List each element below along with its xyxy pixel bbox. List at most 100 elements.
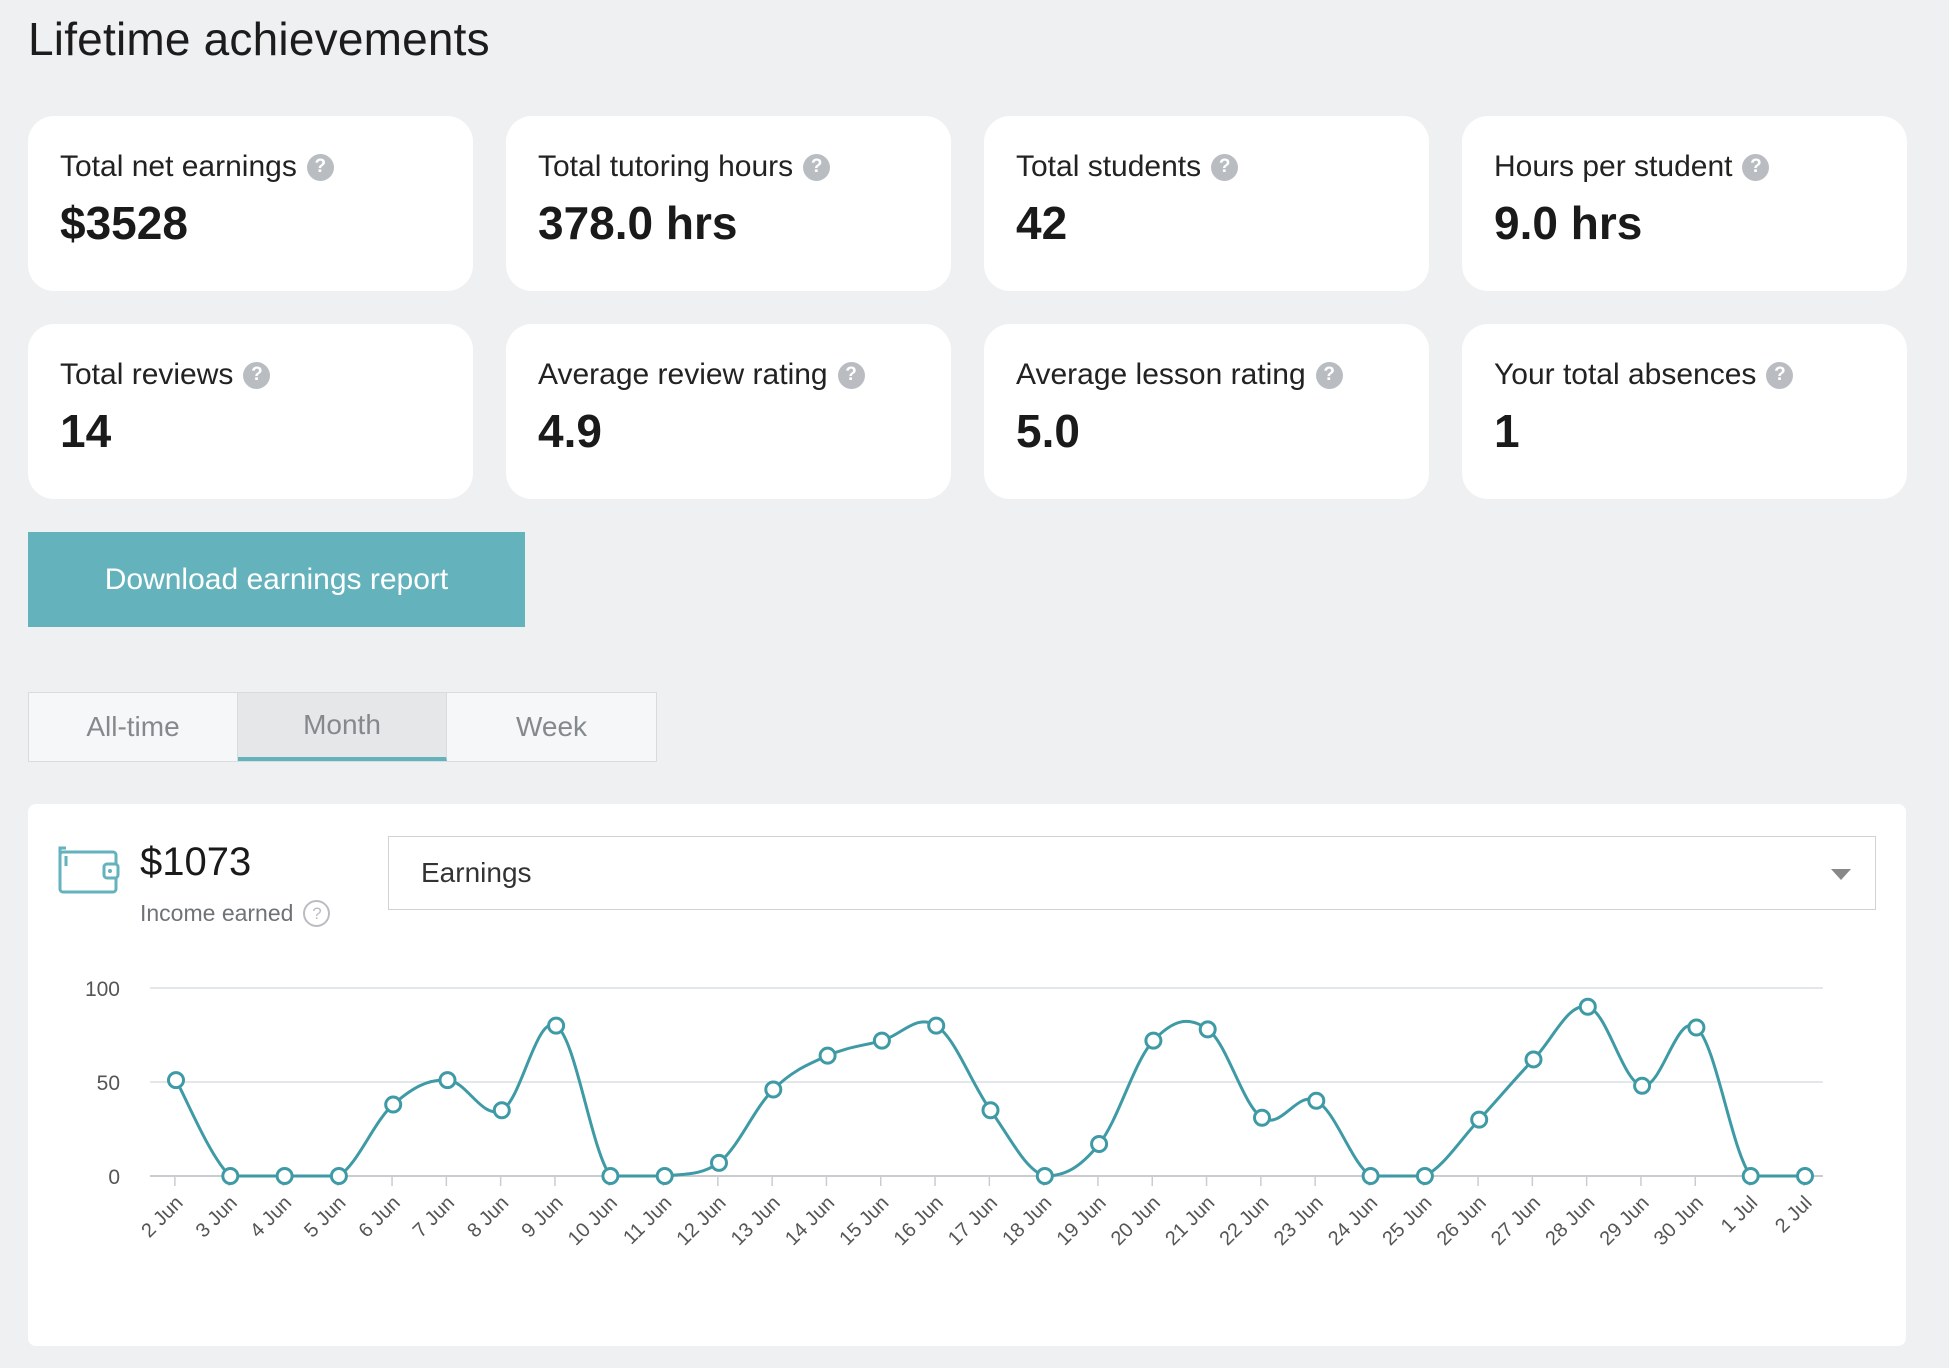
x-tick-label: 24 Jun bbox=[1324, 1192, 1382, 1250]
stat-card-average-review-rating: Average review rating? 4.9 bbox=[506, 324, 951, 499]
x-tick-label: 15 Jun bbox=[835, 1192, 893, 1250]
data-point bbox=[655, 1167, 674, 1185]
x-tick-label: 28 Jun bbox=[1541, 1192, 1599, 1250]
x-tick-label: 19 Jun bbox=[1053, 1192, 1111, 1250]
tab-all-time[interactable]: All-time bbox=[29, 693, 238, 761]
x-tick-label: 27 Jun bbox=[1487, 1192, 1545, 1250]
stat-card-total-reviews: Total reviews? 14 bbox=[28, 324, 473, 499]
stat-value: 5.0 bbox=[1016, 405, 1080, 457]
x-tick-label: 3 Jun bbox=[192, 1192, 242, 1242]
stat-card-average-lesson-rating: Average lesson rating? 5.0 bbox=[984, 324, 1429, 499]
help-icon[interactable]: ? bbox=[803, 153, 831, 181]
x-tick-label: 13 Jun bbox=[727, 1192, 785, 1250]
x-tick-label: 25 Jun bbox=[1378, 1192, 1436, 1250]
data-point bbox=[1578, 997, 1597, 1016]
data-point bbox=[1470, 1110, 1489, 1129]
x-tick-label: 12 Jun bbox=[673, 1192, 731, 1250]
x-tick-label: 29 Jun bbox=[1596, 1192, 1654, 1250]
data-point bbox=[710, 1153, 728, 1172]
stat-value: 378.0 hrs bbox=[538, 197, 738, 249]
earnings-panel: $1073 Income earned ? Earnings 0 50 100 2 J… bbox=[28, 804, 1906, 1346]
data-point bbox=[1035, 1167, 1054, 1185]
data-point bbox=[981, 1101, 1000, 1120]
stat-label: Total net earnings bbox=[60, 150, 297, 183]
help-icon[interactable]: ? bbox=[303, 900, 331, 927]
data-point bbox=[275, 1167, 294, 1185]
x-tick-label: 16 Jun bbox=[890, 1192, 948, 1250]
tab-month[interactable]: Month bbox=[238, 693, 447, 761]
help-icon[interactable]: ? bbox=[243, 361, 271, 389]
stat-label: Average review rating bbox=[538, 358, 828, 391]
data-point bbox=[927, 1016, 946, 1035]
x-tick-label: 14 Jun bbox=[781, 1192, 839, 1250]
help-icon[interactable]: ? bbox=[306, 153, 334, 181]
x-tick-label: 10 Jun bbox=[564, 1192, 622, 1250]
chevron-down-icon bbox=[1831, 869, 1851, 880]
data-point bbox=[1253, 1108, 1271, 1127]
stat-label: Average lesson rating bbox=[1016, 358, 1306, 391]
data-point bbox=[547, 1016, 566, 1035]
stat-value: 14 bbox=[60, 405, 112, 457]
data-point bbox=[1361, 1167, 1380, 1185]
x-tick-label: 22 Jun bbox=[1216, 1192, 1274, 1250]
x-tick-label: 23 Jun bbox=[1270, 1192, 1328, 1250]
stat-value: 1 bbox=[1494, 405, 1520, 457]
data-point bbox=[818, 1046, 837, 1065]
stat-card-total-students: Total students? 42 bbox=[984, 116, 1429, 291]
period-tabs: All-time Month Week bbox=[28, 692, 657, 762]
tab-week[interactable]: Week bbox=[515, 711, 588, 742]
data-point bbox=[764, 1080, 783, 1099]
stat-value: 9.0 hrs bbox=[1494, 197, 1643, 249]
stat-card-tutoring-hours: Total tutoring hours? 378.0 hrs bbox=[506, 116, 951, 291]
metric-select-value: Earnings bbox=[421, 857, 532, 888]
data-point bbox=[438, 1071, 457, 1090]
help-icon[interactable]: ? bbox=[1315, 361, 1343, 389]
data-point bbox=[1741, 1167, 1760, 1185]
help-icon[interactable]: ? bbox=[1742, 153, 1770, 181]
data-point bbox=[221, 1167, 240, 1185]
stat-label: Total students bbox=[1016, 150, 1202, 183]
x-tick-label: 30 Jun bbox=[1650, 1192, 1708, 1250]
x-tick-label: 17 Jun bbox=[944, 1192, 1002, 1250]
stat-label: Total reviews bbox=[60, 358, 234, 391]
data-point bbox=[1415, 1167, 1434, 1185]
metric-select[interactable]: Earnings bbox=[388, 836, 1876, 910]
stat-value: $3528 bbox=[60, 197, 188, 249]
series-line bbox=[174, 1005, 1805, 1178]
data-point bbox=[1687, 1018, 1706, 1037]
data-point bbox=[1307, 1091, 1326, 1110]
data-point bbox=[1796, 1167, 1814, 1185]
data-point bbox=[601, 1167, 620, 1185]
income-label: Income earned ? bbox=[140, 900, 331, 927]
data-point bbox=[167, 1071, 185, 1090]
data-point bbox=[384, 1095, 403, 1114]
earnings-line-chart: 0 50 100 2 Jun 3 Jun 4 Jun 5 Jun 6 Jun 7 Jun 8 Ju… bbox=[85, 978, 1823, 1250]
data-point bbox=[872, 1031, 891, 1050]
income-label-text: Income earned bbox=[140, 900, 294, 926]
x-tick-label: 1 Jul bbox=[1717, 1192, 1762, 1237]
help-icon[interactable]: ? bbox=[1211, 153, 1239, 181]
x-tick-label: 2 Jul bbox=[1771, 1192, 1816, 1237]
x-tick-label: 6 Jun bbox=[355, 1192, 405, 1242]
stat-value: 4.9 bbox=[538, 405, 602, 457]
x-tick-label: 21 Jun bbox=[1161, 1192, 1219, 1250]
download-earnings-report-button[interactable]: Download earnings report bbox=[28, 532, 525, 627]
x-tick-label: 20 Jun bbox=[1107, 1192, 1165, 1250]
stats-grid: Total net earnings? $3528 Total tutoring… bbox=[28, 116, 1907, 499]
x-tick-label: 18 Jun bbox=[998, 1192, 1056, 1250]
data-point bbox=[329, 1167, 348, 1185]
data-point bbox=[1524, 1050, 1543, 1069]
x-tick-label: 26 Jun bbox=[1433, 1192, 1491, 1250]
income-amount: $1073 bbox=[140, 840, 252, 884]
help-icon[interactable]: ? bbox=[1766, 361, 1794, 389]
x-tick-label: 4 Jun bbox=[246, 1192, 296, 1242]
stat-label: Hours per student bbox=[1494, 150, 1733, 183]
x-tick-label: 9 Jun bbox=[517, 1192, 567, 1242]
data-point bbox=[1090, 1135, 1109, 1154]
stat-card-total-absences: Your total absences? 1 bbox=[1462, 324, 1907, 499]
data-point bbox=[1144, 1031, 1163, 1050]
x-tick-label: 7 Jun bbox=[409, 1192, 459, 1242]
data-point bbox=[1198, 1020, 1217, 1039]
x-tick-label: 2 Jun bbox=[137, 1192, 187, 1242]
help-icon[interactable]: ? bbox=[837, 361, 865, 389]
